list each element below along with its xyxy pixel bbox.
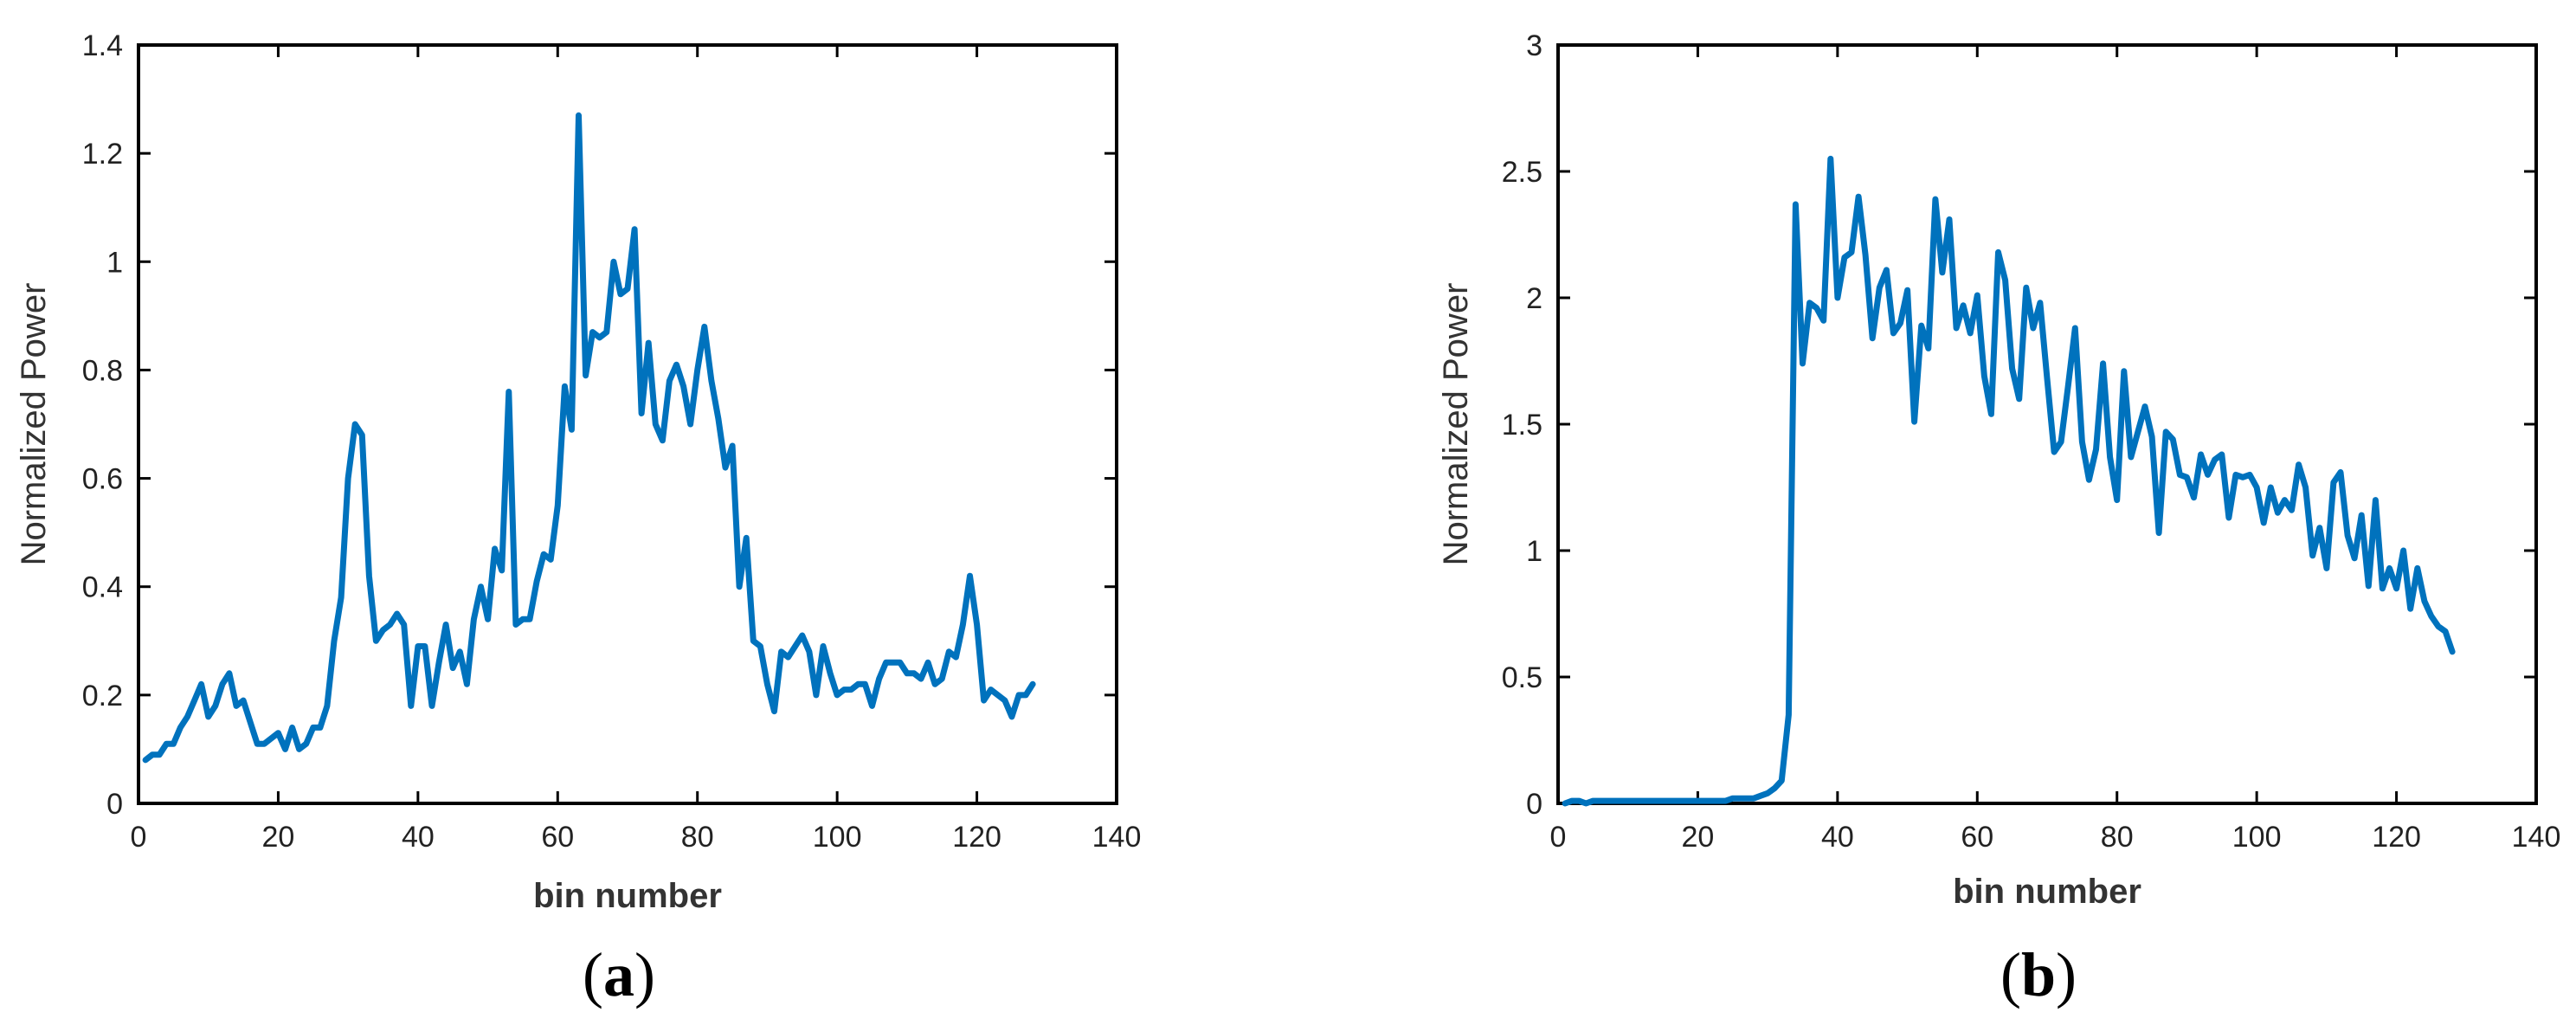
y-tick-label: 0.4 bbox=[82, 571, 123, 604]
y-tick-label: 0.2 bbox=[82, 680, 123, 712]
x-tick-label: 140 bbox=[2512, 821, 2561, 854]
axes-frame-a bbox=[137, 43, 1118, 805]
y-tick-label: 1.2 bbox=[82, 138, 123, 171]
x-axis-label-a: bin number bbox=[533, 877, 722, 915]
y-axis-label-a: Normalized Power bbox=[15, 283, 53, 566]
panel-label-a: (a) bbox=[583, 940, 655, 1009]
panel-label-b: (b) bbox=[2000, 940, 2077, 1009]
chart-panel-b: 0 20 40 60 80 100 120 140 0 0.5 1 1.5 2 2.5 3 bin num… bbox=[1437, 29, 2560, 1009]
x-ticks-b: 0 20 40 60 80 100 120 140 bbox=[1550, 45, 2561, 854]
series-a bbox=[142, 112, 1036, 764]
y-axis-label-b: Normalized Power bbox=[1437, 283, 1475, 566]
y-tick-label: 3 bbox=[1526, 29, 1542, 62]
x-tick-label: 80 bbox=[681, 821, 714, 854]
y-tick-label: 0.8 bbox=[82, 354, 123, 387]
x-tick-label: 80 bbox=[2101, 821, 2134, 854]
x-tick-label: 100 bbox=[2232, 821, 2282, 854]
y-tick-label: 0.6 bbox=[82, 463, 123, 496]
x-tick-label: 60 bbox=[1961, 821, 1993, 854]
y-tick-label: 0.5 bbox=[1502, 661, 1542, 694]
x-tick-label: 0 bbox=[131, 821, 147, 854]
x-tick-label: 40 bbox=[1821, 821, 1854, 854]
x-tick-label: 0 bbox=[1550, 821, 1567, 854]
y-tick-label: 0 bbox=[1526, 788, 1542, 821]
panel-letter-b: b bbox=[2021, 940, 2056, 1009]
x-tick-label: 60 bbox=[541, 821, 574, 854]
x-tick-label: 20 bbox=[262, 821, 295, 854]
y-tick-label: 1 bbox=[106, 246, 123, 279]
x-tick-label: 20 bbox=[1682, 821, 1715, 854]
x-tick-label: 140 bbox=[1092, 821, 1142, 854]
panel-letter-a: a bbox=[603, 940, 634, 1009]
y-tick-label: 2 bbox=[1526, 282, 1542, 315]
y-tick-label: 0 bbox=[106, 788, 123, 821]
plot-area-a bbox=[137, 43, 1118, 805]
x-tick-label: 120 bbox=[2372, 821, 2421, 854]
series-line-a bbox=[142, 112, 1036, 764]
y-ticks-a: 0 0.2 0.4 0.6 0.8 1 1.2 1.4 bbox=[82, 29, 1117, 821]
x-tick-label: 120 bbox=[952, 821, 1001, 854]
y-tick-label: 1.4 bbox=[82, 29, 123, 62]
series-b bbox=[1562, 155, 2456, 807]
y-tick-label: 2.5 bbox=[1502, 156, 1542, 189]
x-axis-label-b: bin number bbox=[1953, 873, 2141, 911]
y-ticks-b: 0 0.5 1 1.5 2 2.5 3 bbox=[1502, 29, 2536, 821]
y-tick-label: 1 bbox=[1526, 535, 1542, 568]
x-tick-label: 100 bbox=[813, 821, 862, 854]
chart-panel-a: 0 20 40 60 80 100 120 140 00.20.40.60.811.21.4 … bbox=[15, 29, 1141, 1009]
y-tick-label: 1.5 bbox=[1502, 409, 1542, 442]
series-line-b bbox=[1562, 155, 2456, 807]
x-tick-label: 40 bbox=[402, 821, 435, 854]
x-ticks-a: 0 20 40 60 80 100 120 140 bbox=[131, 45, 1142, 854]
